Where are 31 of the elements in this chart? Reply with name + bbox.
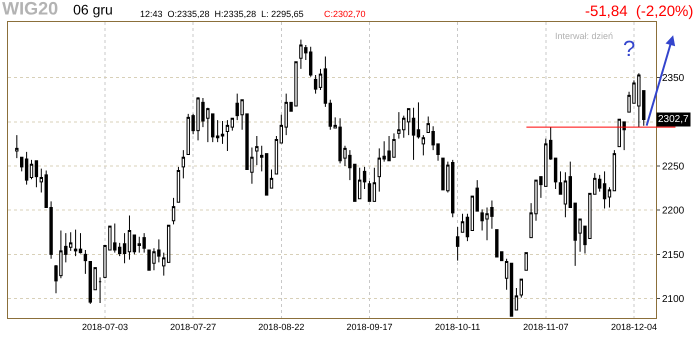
candlestick (520, 278, 524, 298)
chart-title: WIG20 (2, 0, 58, 18)
x-tick-label: 2018-09-17 (346, 322, 392, 332)
candlestick (255, 135, 259, 166)
candlestick (84, 249, 88, 274)
y-tick-label: 2100 (662, 294, 685, 306)
candlestick (422, 134, 426, 156)
x-tick-label: 2018-07-03 (82, 322, 128, 332)
chart-subtitle: 06 gru (73, 1, 113, 18)
candlestick (176, 166, 180, 203)
y-tick-label: 2250 (662, 162, 685, 173)
annotation: 2302,7 (658, 114, 690, 125)
x-tick-label: 2018-11-07 (523, 322, 568, 332)
text: C:2302,70 (324, 9, 366, 19)
candlestick (15, 134, 19, 159)
x-tick-label: 2018-12-04 (610, 322, 657, 332)
x-tick-label: 2018-10-11 (434, 322, 480, 332)
x-tick-label: 2018-07-27 (170, 322, 216, 332)
candlestick (456, 226, 460, 262)
x-tick-label: 2018-08-22 (258, 322, 304, 332)
annotation: ? (623, 36, 636, 61)
text: -51,84 (-2,20%) (585, 3, 694, 20)
y-tick-label: 2150 (662, 250, 685, 261)
candlestick (524, 252, 528, 271)
annotation: Interwał: dzień (555, 31, 614, 41)
candlestick (98, 276, 102, 304)
candlestick (172, 197, 176, 225)
candlestick (182, 150, 186, 179)
text: 12:43 O:2335,28 H:2335,28 L: 2295,65 (140, 9, 304, 19)
y-tick-label: 2350 (662, 73, 685, 84)
y-tick-label: 2200 (662, 206, 685, 217)
